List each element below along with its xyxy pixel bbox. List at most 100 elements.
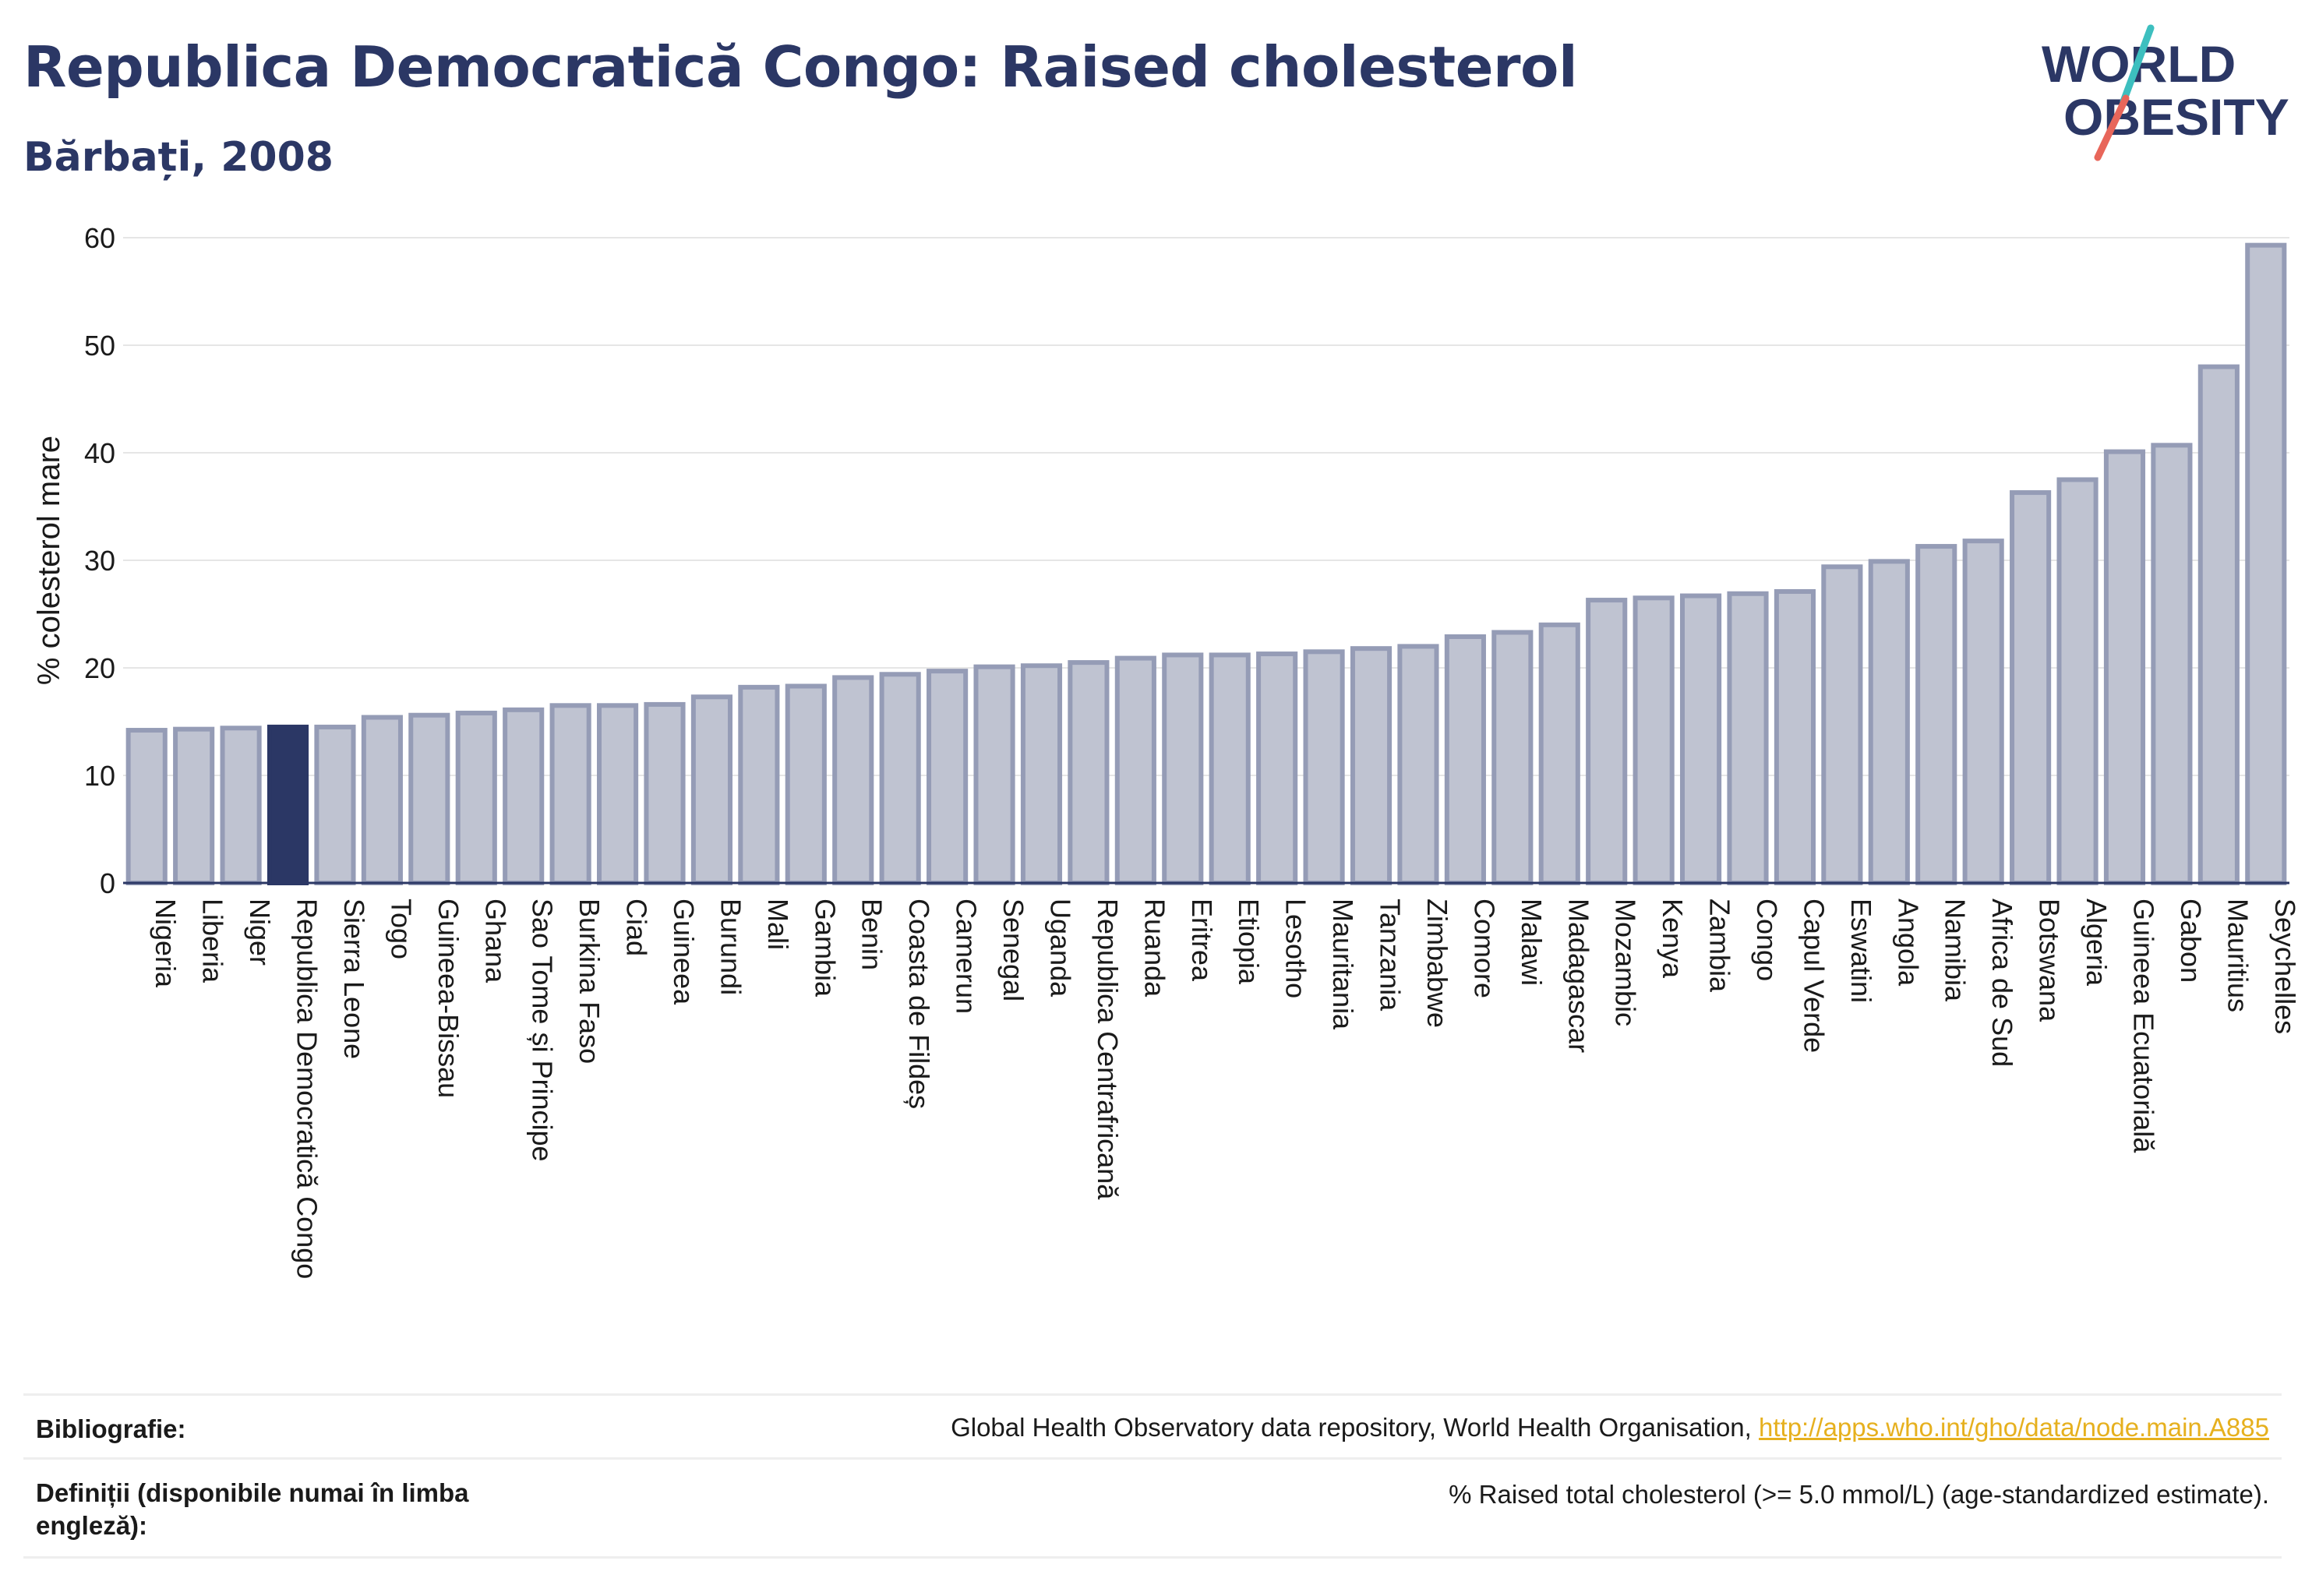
bar[interactable] [549, 703, 591, 885]
bar[interactable] [2010, 490, 2052, 885]
bar[interactable] [1868, 559, 1910, 885]
bibliography-link[interactable]: http://apps.who.int/gho/data/node.main.A… [1759, 1413, 2269, 1442]
bar[interactable] [973, 664, 1015, 885]
bar[interactable] [2103, 449, 2146, 885]
bar[interactable] [644, 701, 686, 885]
x-tick-label: Seychelles [2269, 899, 2301, 1034]
bar[interactable] [1114, 655, 1156, 886]
x-tick-label: Mauritius [2222, 899, 2254, 1012]
y-axis-title: % colesterol mare [32, 436, 66, 685]
bar[interactable] [267, 724, 309, 886]
bar[interactable] [361, 715, 403, 885]
definitions-row: Definiții (disponibile numai în limba en… [23, 1457, 2282, 1559]
x-tick-label: Republica Centrafricană [1092, 899, 1124, 1200]
bar[interactable] [1068, 660, 1110, 885]
x-tick-label: Liberia [197, 899, 229, 983]
y-tick-label: 10 [84, 760, 115, 792]
bibliography-row: Bibliografie: Global Health Observatory … [23, 1393, 2282, 1460]
bar[interactable] [1209, 652, 1251, 885]
bar[interactable] [1397, 644, 1439, 886]
bar[interactable] [832, 675, 874, 885]
bibliography-text-wrap: Global Health Observatory data repositor… [951, 1413, 2269, 1442]
bar[interactable] [408, 712, 450, 885]
x-tick-label: Togo [385, 899, 417, 959]
bar[interactable] [1444, 634, 1486, 885]
definitions-label: Definiții (disponibile numai în limba en… [36, 1478, 469, 1540]
x-tick-label: Sao Tome și Principe [527, 899, 559, 1162]
bar[interactable] [1020, 663, 1063, 885]
bar[interactable] [1538, 622, 1580, 885]
x-tick-label: Guineea [668, 899, 700, 1005]
bar[interactable] [1962, 538, 2004, 885]
x-tick-label: Lesotho [1280, 899, 1312, 998]
y-tick-label: 20 [84, 652, 115, 684]
chart-subtitle: Bărbați, 2008 [23, 134, 334, 181]
x-tick-label: Uganda [1044, 899, 1076, 998]
x-tick-label: Burundi [715, 899, 747, 995]
x-tick-label: Algeria [2081, 899, 2113, 987]
bar[interactable] [503, 707, 545, 885]
bar[interactable] [2245, 242, 2287, 886]
x-tick-label: Madagascar [1562, 899, 1594, 1053]
bar[interactable] [1727, 591, 1769, 886]
bar[interactable] [879, 672, 921, 886]
definitions-text: % Raised total cholesterol (>= 5.0 mmol/… [1449, 1480, 2269, 1509]
x-tick-label: Tanzania [1375, 899, 1407, 1012]
bar[interactable] [1303, 649, 1345, 885]
logo-slash-red [2094, 94, 2130, 161]
bar[interactable] [690, 694, 733, 886]
bar[interactable] [125, 728, 168, 885]
x-tick-label: Namibia [1940, 899, 1971, 1002]
bar[interactable] [1491, 630, 1534, 886]
bar[interactable] [1915, 544, 1957, 885]
bar[interactable] [596, 703, 639, 885]
chart-title: Republica Democratică Congo: Raised chol… [23, 34, 1578, 100]
bar[interactable] [1633, 595, 1675, 885]
x-tick-label: Gambia [809, 899, 841, 998]
x-tick-label: Zimbabwe [1421, 899, 1453, 1028]
x-tick-label: Mozambic [1610, 899, 1642, 1026]
bar[interactable] [1679, 593, 1722, 885]
bar[interactable] [927, 669, 969, 885]
x-tick-label: Malawi [1516, 899, 1548, 986]
x-tick-label: Ruanda [1138, 899, 1170, 998]
x-tick-label: Capul Verde [1798, 899, 1830, 1053]
x-tick-label: Senegal [997, 899, 1029, 1001]
x-tick-label: Benin [856, 899, 888, 970]
logo-obesity-text: OBESITY [2063, 88, 2289, 146]
logo-slash-teal [2120, 24, 2155, 105]
bar[interactable] [1586, 598, 1628, 885]
bibliography-text: Global Health Observatory data repositor… [951, 1413, 1752, 1442]
world-obesity-logo[interactable]: WORLD OBESITY [2034, 23, 2291, 164]
bar[interactable] [1256, 651, 1298, 885]
x-tick-label: Botswana [2034, 899, 2066, 1022]
x-tick-label: Africa de Sud [1986, 899, 2018, 1067]
bar[interactable] [1162, 652, 1204, 885]
bar[interactable] [785, 683, 827, 886]
x-tick-label: Guineea-Bissau [432, 899, 464, 1098]
bar[interactable] [1774, 589, 1816, 886]
bar[interactable] [220, 726, 262, 886]
x-tick-label: Camerun [951, 899, 983, 1014]
y-tick-label: 0 [100, 867, 115, 899]
x-tick-label: Angola [1892, 899, 1924, 987]
y-tick-label: 30 [84, 545, 115, 577]
x-tick-label: Eswatini [1845, 899, 1877, 1003]
x-tick-label: Guineea Ecuatorială [2127, 899, 2159, 1153]
y-tick-label: 50 [84, 330, 115, 362]
x-tick-label: Ciad [621, 899, 653, 956]
bar[interactable] [2056, 477, 2099, 885]
bibliography-label: Bibliografie: [36, 1414, 186, 1443]
y-tick-label: 40 [84, 437, 115, 469]
bar[interactable] [173, 726, 215, 885]
bar[interactable] [314, 724, 356, 886]
bar[interactable] [738, 684, 780, 886]
bar[interactable] [1821, 564, 1863, 886]
bar[interactable] [455, 710, 497, 886]
x-tick-label: Zambia [1704, 899, 1736, 993]
x-tick-label: Congo [1751, 899, 1783, 981]
bar[interactable] [2197, 364, 2240, 886]
x-tick-label: Mali [762, 899, 794, 950]
bar[interactable] [1350, 646, 1393, 885]
bar[interactable] [2151, 443, 2193, 885]
